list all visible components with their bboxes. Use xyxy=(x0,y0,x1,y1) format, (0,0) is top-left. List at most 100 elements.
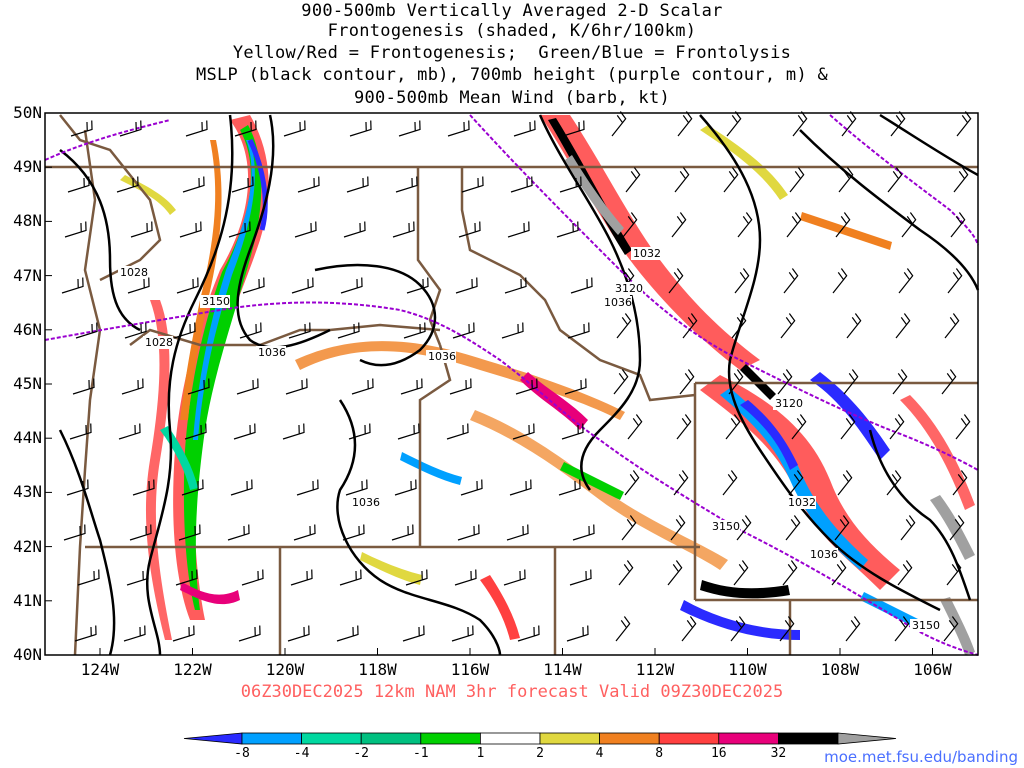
colorbar-segment xyxy=(479,732,541,745)
wind-barb xyxy=(118,423,141,440)
wind-barb xyxy=(731,313,747,339)
wind-barb xyxy=(234,120,257,137)
wind-barb xyxy=(501,322,524,339)
wind-barb xyxy=(952,470,968,496)
wind-barb xyxy=(941,369,957,395)
colorbar-label: 4 xyxy=(595,746,604,761)
wind-barb xyxy=(173,322,196,339)
mslp-label-bg xyxy=(808,548,838,561)
longitude-label: 110W xyxy=(728,660,767,679)
colorbar xyxy=(183,732,897,745)
wind-barb xyxy=(342,524,365,541)
height-label-bg xyxy=(773,397,803,410)
latitude-label: 47N xyxy=(13,265,42,285)
wind-barb xyxy=(121,378,144,395)
wind-barb xyxy=(184,423,207,440)
wind-barb xyxy=(230,479,253,496)
longitude-label: 124W xyxy=(80,660,120,679)
latitude-label: 40N xyxy=(13,645,42,664)
colorbar-segment xyxy=(301,732,362,745)
wind-barb xyxy=(780,313,796,339)
mslp-contours xyxy=(58,113,980,656)
wind-barb xyxy=(75,322,98,339)
mslp-label: 1028 xyxy=(145,336,173,349)
wind-barb xyxy=(503,569,526,586)
longitude-label: 122W xyxy=(173,660,212,679)
colorbar-label: 2 xyxy=(536,746,544,761)
wind-barb xyxy=(624,470,640,496)
wind-barb xyxy=(722,470,738,496)
wind-barb xyxy=(846,313,862,339)
wind-barb xyxy=(943,616,959,642)
wind-barb xyxy=(451,625,474,642)
wind-barb xyxy=(616,313,632,339)
wind-barb xyxy=(670,515,686,541)
wind-barb xyxy=(61,277,84,294)
wind-barb xyxy=(900,515,916,541)
wind-barb xyxy=(63,524,86,541)
wind-barb xyxy=(788,470,804,496)
contour-labels: 1028 1028 1036 1036 1032 1036 1036 1032 1036 3150… xyxy=(118,247,940,632)
wind-barb xyxy=(677,111,693,137)
colorbar-segment xyxy=(420,732,481,745)
wind-barb xyxy=(838,167,854,193)
colorbar-segment xyxy=(539,732,600,745)
wind-barb xyxy=(673,470,689,496)
colorbar-label: -4 xyxy=(293,746,310,761)
mslp-label: 1028 xyxy=(120,266,148,279)
wind-barb xyxy=(831,560,847,586)
wind-barb xyxy=(228,221,251,238)
wind-barb xyxy=(395,176,418,193)
wind-barb xyxy=(668,268,684,294)
wind-barb xyxy=(455,277,478,294)
height-label-bg xyxy=(200,295,230,308)
wind-barb xyxy=(558,479,581,496)
latitude-label: 49N xyxy=(13,157,42,177)
wind-barb xyxy=(779,616,795,642)
wind-barb xyxy=(733,560,749,586)
wind-barb xyxy=(679,369,695,395)
wind-barb xyxy=(953,167,969,193)
wind-barb xyxy=(667,560,683,586)
latitude-label: 41N xyxy=(13,590,42,610)
credit-text: moe.met.fsu.edu/banding xyxy=(824,748,1018,766)
colorbar-label: -2 xyxy=(353,746,370,761)
wind-barb xyxy=(837,470,853,496)
longitude-label: 116W xyxy=(450,660,490,679)
wind-barb xyxy=(403,322,426,339)
wind-barb xyxy=(405,569,428,586)
wind-barb xyxy=(64,221,87,238)
wind-barb xyxy=(561,423,584,440)
wind-barb xyxy=(340,277,363,294)
wind-barb xyxy=(725,414,741,440)
mslp-label: 1036 xyxy=(258,346,286,359)
longitude-label: 108W xyxy=(820,660,860,679)
colorbar-segment xyxy=(778,732,839,745)
wind-barb xyxy=(127,277,150,294)
wind-barb xyxy=(556,221,579,238)
mslp-label-bg xyxy=(786,496,816,509)
height-label-bg xyxy=(613,282,643,295)
wind-barb xyxy=(447,120,470,137)
wind-barb xyxy=(786,212,802,238)
wind-barb xyxy=(834,515,850,541)
latitude-label: 45N xyxy=(13,374,42,393)
wind-barb xyxy=(449,378,472,395)
wind-barb xyxy=(671,212,687,238)
colorbar-segment xyxy=(658,732,720,745)
wind-barb xyxy=(783,268,799,294)
wind-barb xyxy=(336,625,359,642)
colorbar-label: -1 xyxy=(412,746,429,761)
wind-barbs xyxy=(61,111,972,642)
wind-barb xyxy=(345,479,368,496)
wind-barb xyxy=(242,277,265,294)
wind-barb xyxy=(185,120,208,137)
mslp-label-bg xyxy=(426,350,456,363)
wind-barb xyxy=(241,569,264,586)
wind-barb xyxy=(681,616,697,642)
wind-barb xyxy=(187,378,210,395)
title-line-5: 900-500mb Mean Wind (barb, kt) xyxy=(353,88,671,108)
wind-barb xyxy=(288,322,311,339)
wind-barb xyxy=(894,616,910,642)
